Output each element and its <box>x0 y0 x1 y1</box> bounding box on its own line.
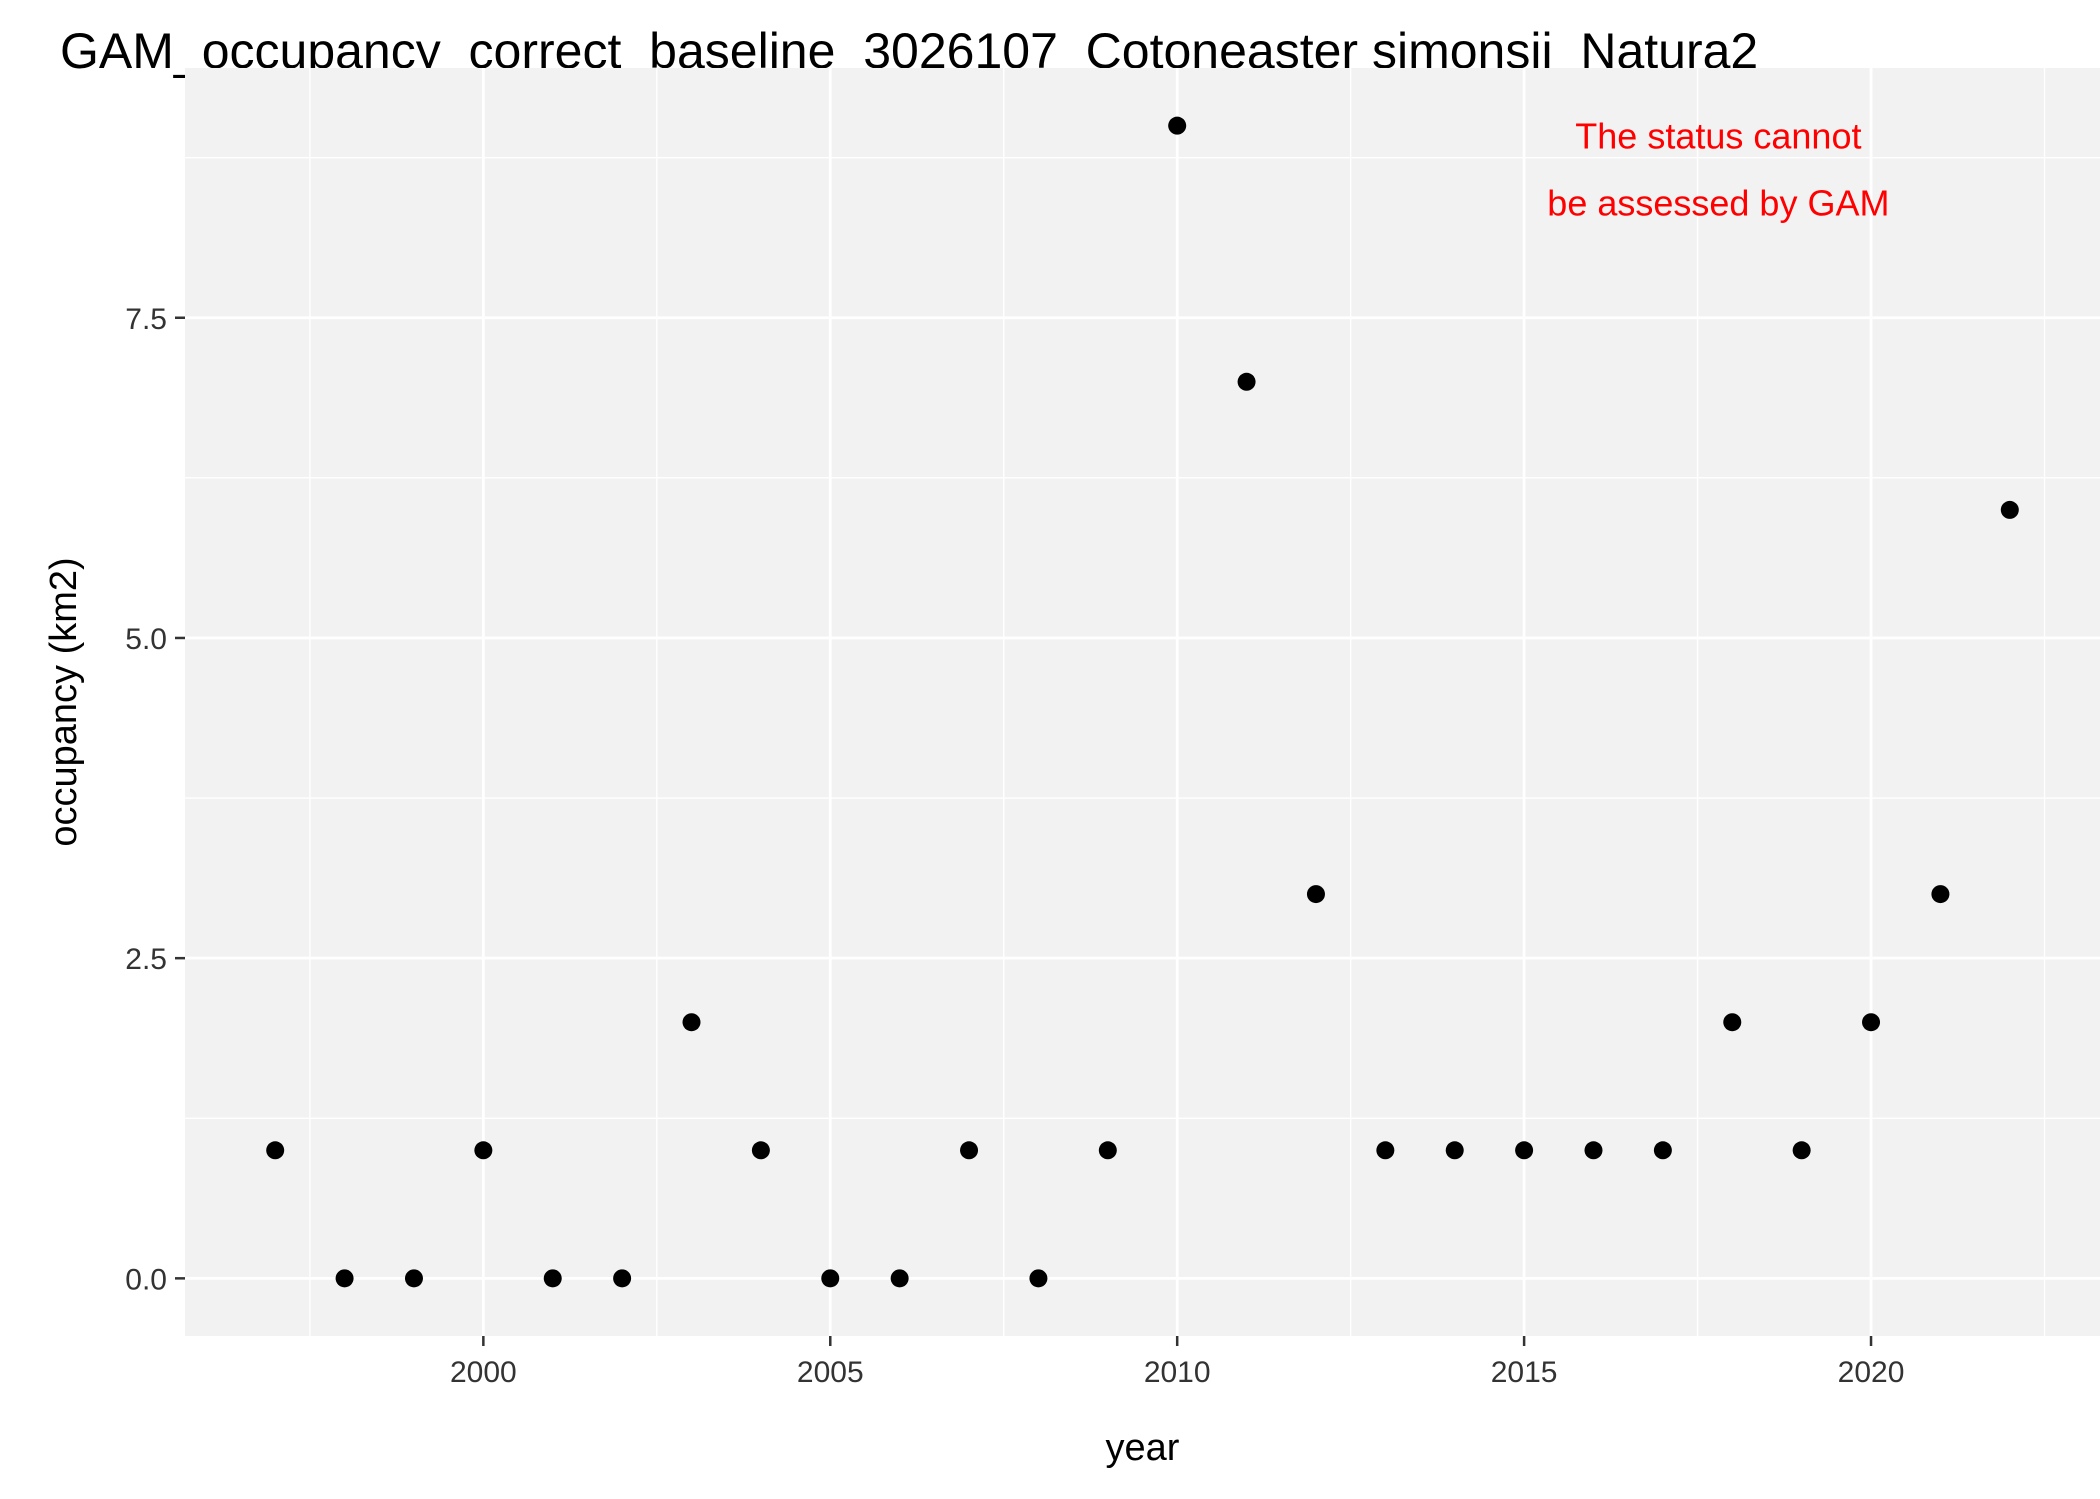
x-tick-label: 2020 <box>1838 1356 1905 1389</box>
data-point <box>404 1269 423 1288</box>
data-point <box>1445 1141 1464 1160</box>
data-point <box>1237 372 1256 391</box>
panel-background <box>185 68 2100 1336</box>
x-tick-label: 2010 <box>1144 1356 1211 1389</box>
data-point <box>1168 116 1187 135</box>
data-point <box>960 1141 979 1160</box>
data-point <box>1653 1141 1672 1160</box>
data-point <box>821 1269 840 1288</box>
data-point <box>266 1141 285 1160</box>
y-axis-title: occupancy (km2) <box>43 557 85 846</box>
y-tick-label: 2.5 <box>125 943 167 976</box>
x-tick-label: 2005 <box>797 1356 864 1389</box>
data-point <box>1376 1141 1395 1160</box>
data-point <box>1029 1269 1048 1288</box>
data-point <box>613 1269 632 1288</box>
y-tick-label: 5.0 <box>125 623 167 656</box>
data-point <box>890 1269 909 1288</box>
data-point <box>474 1141 493 1160</box>
data-point <box>1792 1141 1811 1160</box>
status-annotation-line: The status cannot <box>1575 116 1861 157</box>
data-point <box>1515 1141 1534 1160</box>
data-point <box>682 1013 701 1032</box>
y-tick-label: 7.5 <box>125 303 167 336</box>
data-point <box>2000 500 2019 519</box>
data-point <box>1306 885 1325 904</box>
x-axis-title: year <box>1106 1427 1180 1469</box>
x-tick-label: 2000 <box>450 1356 517 1389</box>
y-tick-label: 0.0 <box>125 1263 167 1296</box>
data-point <box>1723 1013 1742 1032</box>
x-tick-label: 2015 <box>1491 1356 1558 1389</box>
data-point <box>543 1269 562 1288</box>
data-point <box>1862 1013 1881 1032</box>
status-annotation-line: be assessed by GAM <box>1547 183 1889 224</box>
data-point <box>1931 885 1950 904</box>
data-point <box>335 1269 354 1288</box>
data-point <box>751 1141 770 1160</box>
data-point <box>1098 1141 1117 1160</box>
data-point <box>1584 1141 1603 1160</box>
